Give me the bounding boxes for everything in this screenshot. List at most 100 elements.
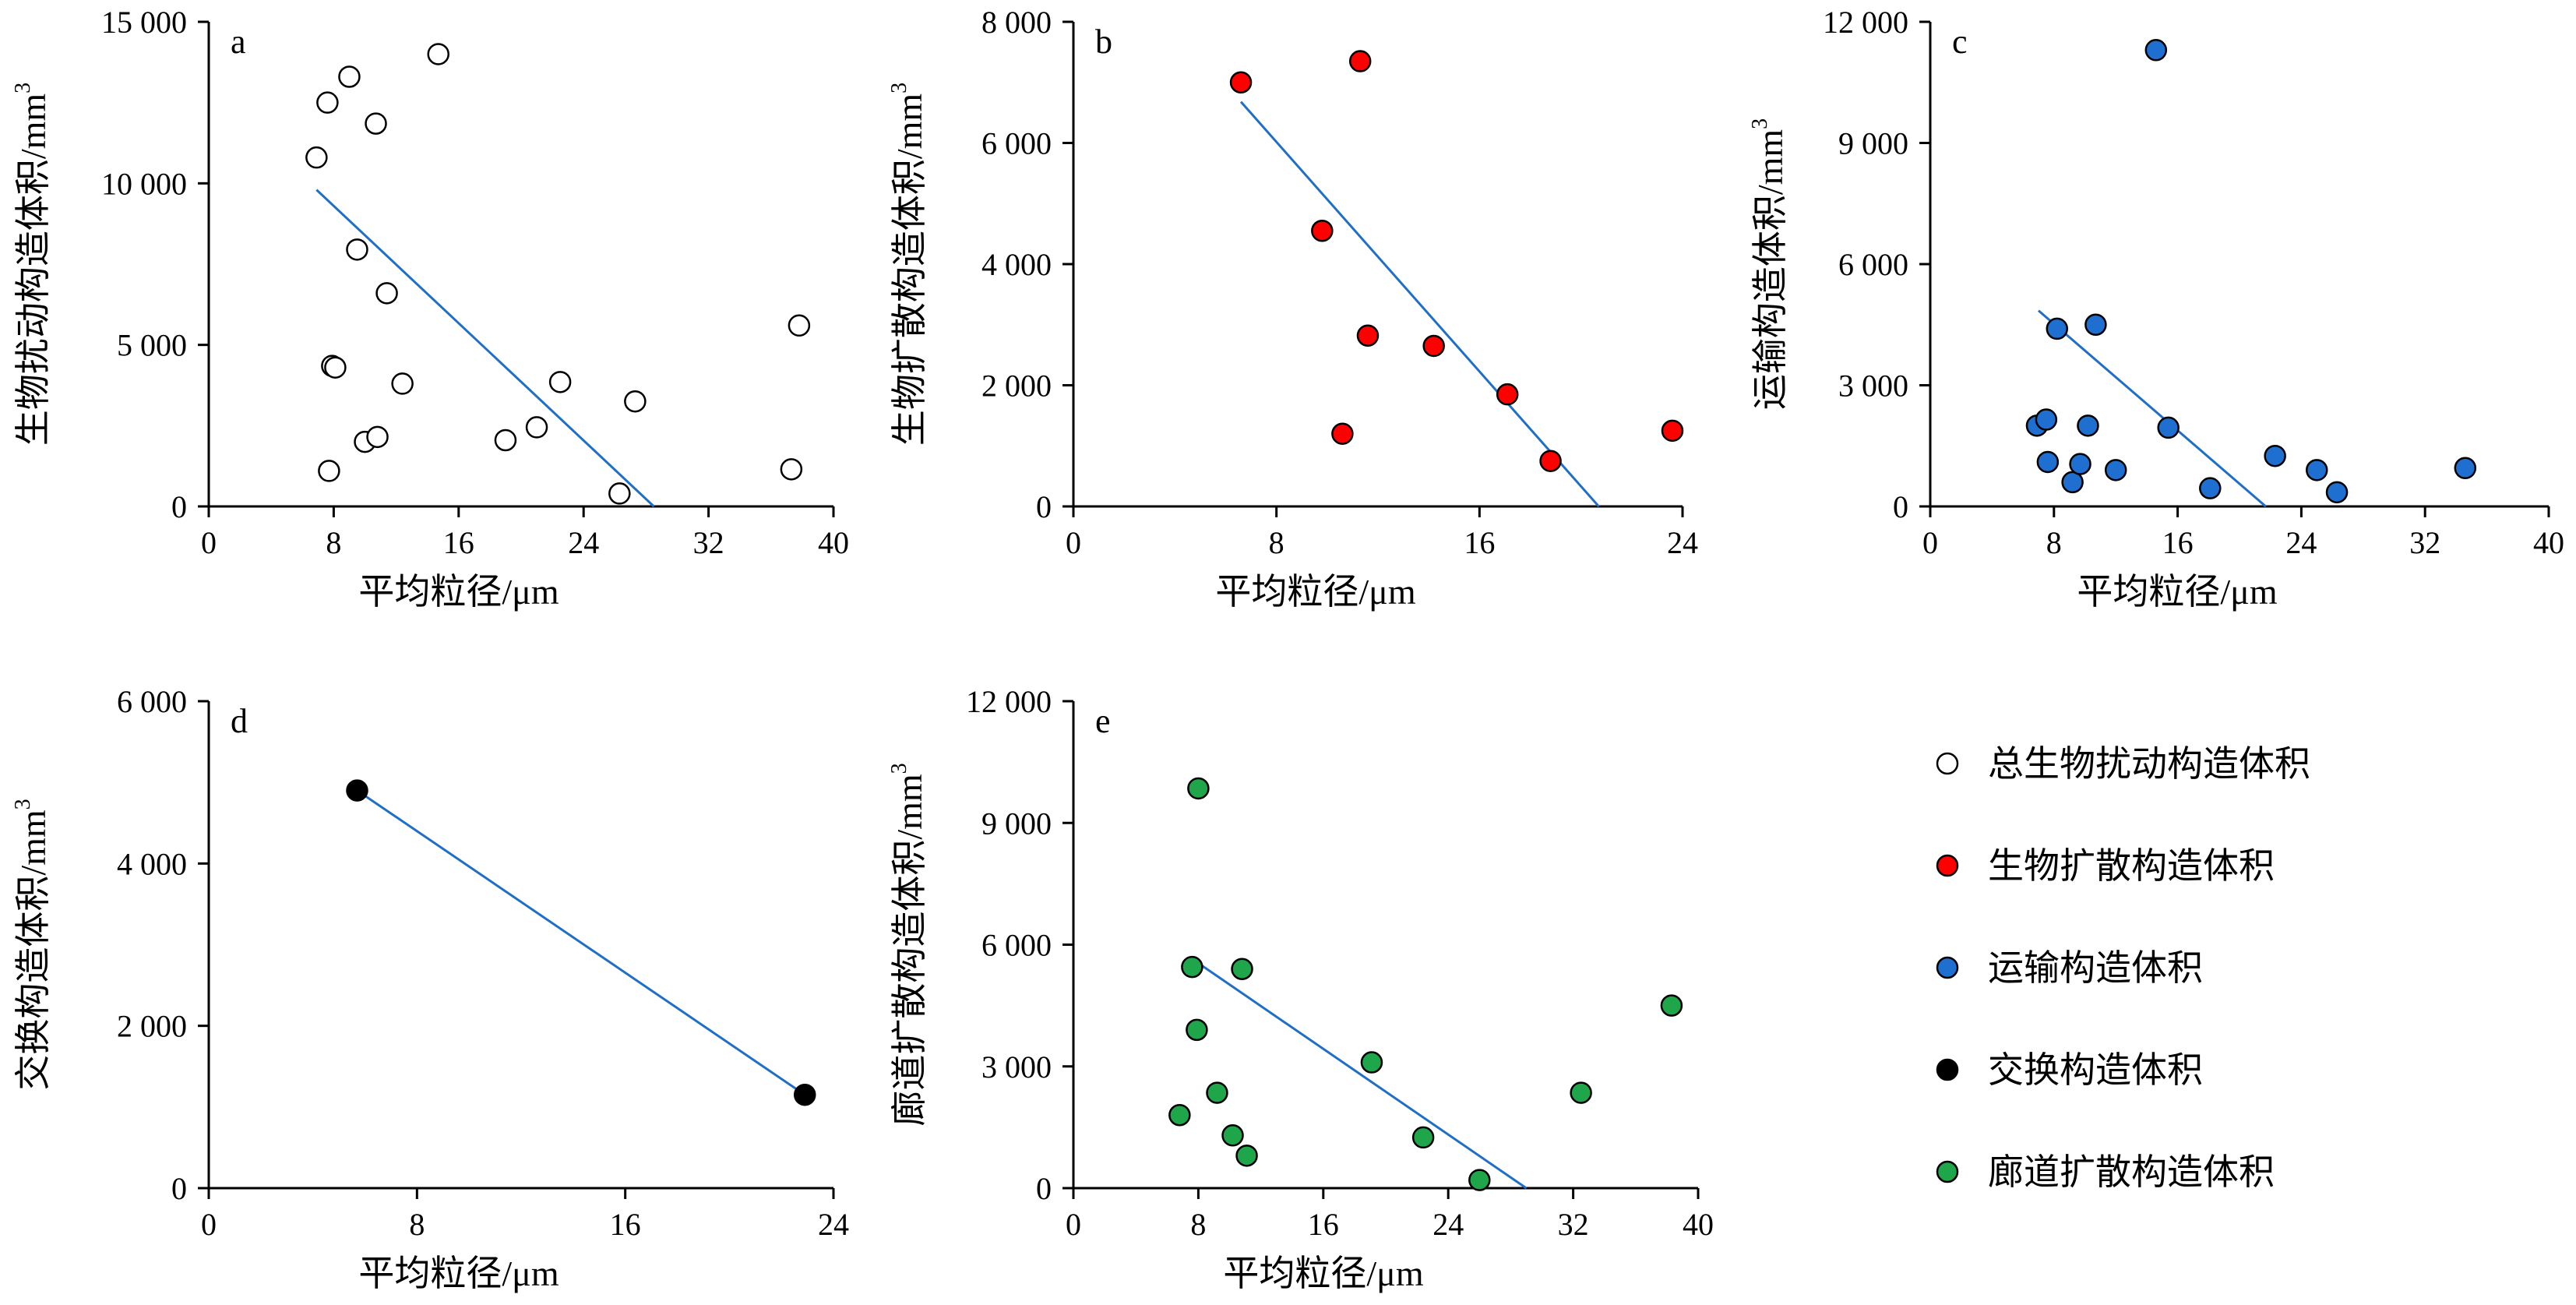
data-point <box>2084 313 2107 336</box>
data-point <box>427 43 449 65</box>
data-point <box>1181 955 1203 979</box>
data-point <box>2069 453 2091 475</box>
data-point <box>1360 1051 1383 1074</box>
y-tick-label: 4 000 <box>981 247 1052 282</box>
data-point <box>1231 958 1253 980</box>
y-axis-title-superscript: 3 <box>11 799 35 809</box>
data-point <box>1311 219 1334 242</box>
y-axis-title: 生物扩散构造体积/mm3 <box>887 83 929 446</box>
x-tick-label: 16 <box>1308 1207 1339 1242</box>
x-tick-label: 8 <box>409 1207 425 1242</box>
data-point <box>1356 324 1380 347</box>
legend-label: 交换构造体积 <box>1988 1050 2203 1090</box>
x-tick-label: 0 <box>1066 1207 1081 1242</box>
x-tick-label: 8 <box>1269 525 1284 560</box>
x-tick-label: 32 <box>2409 525 2440 560</box>
trendline <box>2037 309 2267 508</box>
y-tick-label: 3 000 <box>981 1049 1052 1085</box>
x-tick-label: 24 <box>1667 525 1698 560</box>
y-tick-label: 2 000 <box>117 1009 187 1044</box>
x-tick-label: 16 <box>610 1207 641 1242</box>
legend-label: 廊道扩散构造体积 <box>1988 1152 2275 1192</box>
x-tick-label: 16 <box>2162 525 2194 560</box>
y-tick-label: 12 000 <box>966 684 1052 719</box>
data-point <box>1235 1145 1258 1167</box>
x-tick-label: 0 <box>201 525 217 560</box>
x-tick-label: 16 <box>443 525 474 560</box>
y-tick-label: 6 000 <box>981 126 1052 161</box>
y-axis-title: 生物扰动构造体积/mm3 <box>11 83 53 446</box>
y-tick-label: 2 000 <box>981 369 1052 404</box>
data-point <box>2454 457 2477 480</box>
data-point <box>365 112 387 135</box>
data-point <box>624 390 647 413</box>
y-axis-title-superscript: 3 <box>887 763 911 774</box>
x-tick-label: 16 <box>1464 525 1495 560</box>
legend-marker <box>1936 1160 1959 1183</box>
x-axis-title: 平均粒径/μm <box>1223 1254 1423 1293</box>
x-tick-label: 0 <box>1922 525 1938 560</box>
data-point <box>2077 414 2099 437</box>
data-point <box>1496 383 1519 406</box>
data-point <box>375 282 398 305</box>
y-axis-title-superscript: 3 <box>1748 118 1772 129</box>
y-tick-label: 4 000 <box>117 846 187 881</box>
x-tick-label: 32 <box>1558 1207 1589 1242</box>
data-point <box>1422 334 1445 358</box>
panel-letter: e <box>1095 702 1111 740</box>
y-axis-title-superscript: 3 <box>11 83 35 93</box>
y-tick-label: 12 000 <box>1823 5 1908 40</box>
y-axis-title-text: 廊道扩散构造体积/mm <box>890 774 929 1127</box>
panel-letter: b <box>1095 23 1112 61</box>
x-axis-title: 平均粒径/μm <box>358 572 559 612</box>
y-tick-label: 5 000 <box>117 328 187 363</box>
x-tick-label: 24 <box>1432 1207 1464 1242</box>
data-point <box>1411 1126 1435 1149</box>
y-tick-label: 0 <box>171 1171 187 1206</box>
data-point <box>1206 1081 1228 1104</box>
data-point <box>316 91 339 114</box>
data-point <box>338 65 361 88</box>
y-tick-label: 6 000 <box>981 928 1052 963</box>
data-point <box>346 238 368 261</box>
y-axis-title: 运输构造体积/mm3 <box>1748 118 1790 410</box>
y-tick-label: 6 000 <box>117 684 187 719</box>
y-axis-title: 交换构造体积/mm3 <box>11 799 53 1090</box>
data-point <box>366 425 389 449</box>
y-tick-label: 3 000 <box>1838 369 1908 404</box>
data-point <box>788 314 811 337</box>
x-tick-label: 8 <box>2046 525 2062 560</box>
data-point <box>1186 1018 1208 1042</box>
data-point <box>1539 450 1562 472</box>
y-tick-label: 10 000 <box>101 166 187 201</box>
data-point <box>324 356 347 379</box>
legend-label: 总生物扰动构造体积 <box>1988 744 2310 784</box>
data-point <box>1661 419 1684 443</box>
y-tick-label: 0 <box>1893 489 1908 524</box>
x-axis-title: 平均粒径/μm <box>358 1254 559 1293</box>
data-point <box>525 416 548 439</box>
data-point <box>548 371 572 393</box>
x-tick-label: 40 <box>2533 525 2564 560</box>
x-tick-label: 0 <box>201 1207 217 1242</box>
data-point <box>2199 477 2222 499</box>
data-point <box>780 458 803 481</box>
data-point <box>1229 71 1253 93</box>
data-point <box>2325 481 2349 504</box>
data-point <box>391 372 414 395</box>
data-point <box>2104 459 2127 481</box>
data-point <box>2046 317 2069 340</box>
data-point <box>2036 450 2060 474</box>
y-axis-title-text: 运输构造体积/mm <box>1750 129 1790 411</box>
data-point <box>1187 777 1210 800</box>
data-point <box>793 1083 816 1106</box>
legend-label: 运输构造体积 <box>1988 948 2203 988</box>
y-tick-label: 15 000 <box>101 5 187 40</box>
y-tick-label: 8 000 <box>981 5 1052 40</box>
x-tick-label: 24 <box>818 1207 849 1242</box>
data-point <box>494 429 517 452</box>
panel-a: 0 8 16 24 32 40 0 5 000 10 000 15 000 平均粒径/μm 生物扰动构… <box>11 5 849 612</box>
panel-e: 0 8 16 24 32 40 0 3 000 6 000 9 000 12 000 平均粒径/μm 廊… <box>887 684 1714 1293</box>
